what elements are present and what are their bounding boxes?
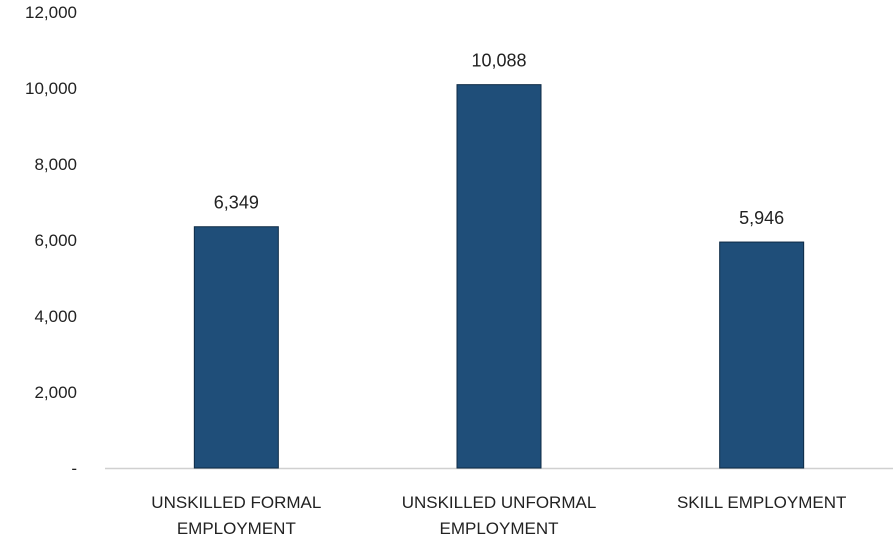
x-tick-label: EMPLOYMENT (177, 519, 296, 538)
bar (193, 226, 279, 469)
x-tick-label: UNSKILLED FORMAL (151, 493, 321, 512)
data-labels: 6,349 10,088 5,946 (214, 51, 784, 228)
y-tick-label: 10,000 (25, 79, 77, 98)
x-tick-label: SKILL EMPLOYMENT (677, 493, 846, 512)
bar (719, 241, 805, 469)
y-tick-label: 2,000 (34, 383, 77, 402)
data-label: 5,946 (739, 208, 784, 228)
bars (193, 84, 805, 469)
x-axis-category-labels: UNSKILLED FORMAL EMPLOYMENT UNSKILLED UNFO… (151, 493, 846, 538)
y-tick-label: 4,000 (34, 307, 77, 326)
y-tick-label: 12,000 (25, 3, 77, 22)
y-tick-label: - (71, 459, 77, 478)
y-axis-ticks: - 2,000 4,000 6,000 8,000 10,000 12,000 (25, 3, 77, 478)
y-tick-label: 6,000 (34, 231, 77, 250)
x-tick-label: EMPLOYMENT (439, 519, 558, 538)
data-label: 10,088 (471, 51, 526, 71)
y-tick-label: 8,000 (34, 155, 77, 174)
x-tick-label: UNSKILLED UNFORMAL (402, 493, 597, 512)
bar (456, 84, 542, 469)
data-label: 6,349 (214, 193, 259, 213)
